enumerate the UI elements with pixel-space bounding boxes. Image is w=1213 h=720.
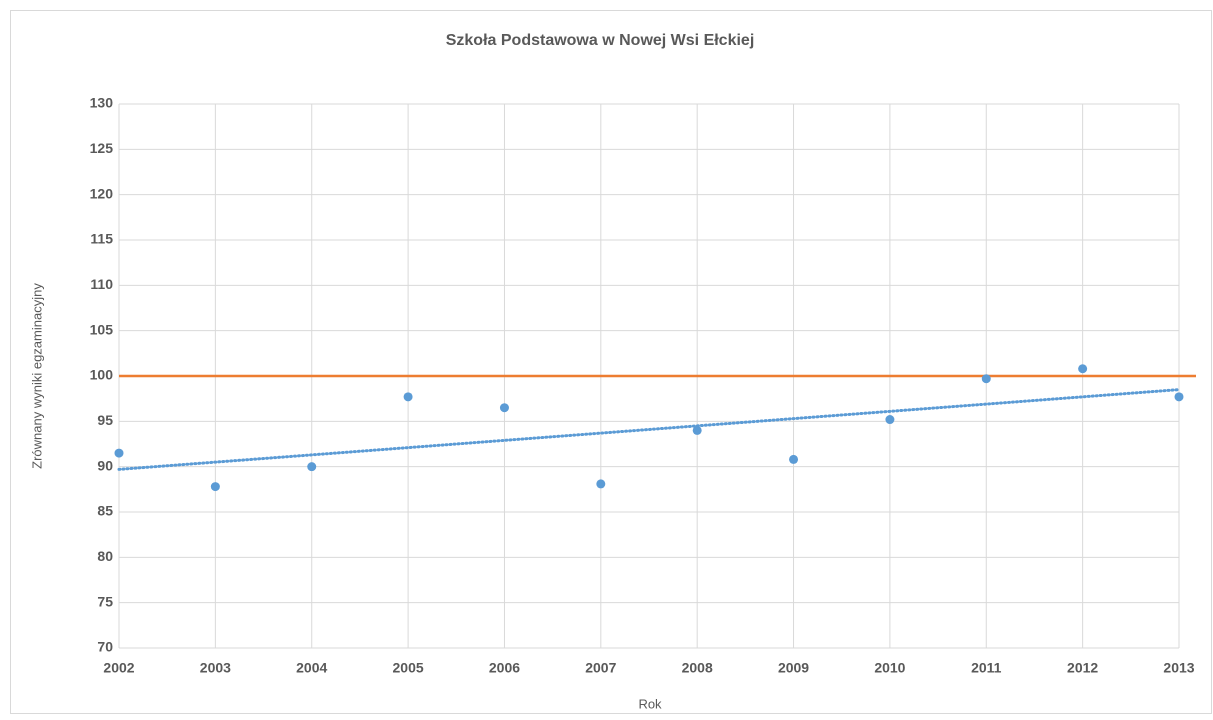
x-tick-label: 2009 (778, 660, 809, 676)
y-tick-label: 105 (90, 321, 114, 337)
y-tick-label: 115 (90, 231, 113, 247)
y-tick-label: 95 (97, 412, 113, 428)
x-tick-label: 2011 (971, 660, 1002, 676)
x-tick-label: 2007 (585, 660, 616, 676)
x-tick-label: 2008 (682, 660, 713, 676)
y-tick-label: 125 (90, 140, 114, 156)
point (499, 403, 509, 413)
x-tick-label: 2012 (1067, 660, 1098, 676)
y-tick-label: 70 (97, 639, 113, 655)
x-tick-label: 2010 (874, 660, 905, 676)
x-tick-label: 2005 (393, 660, 424, 676)
x-tick-label: 2006 (489, 660, 520, 676)
chart-title: Szkoła Podstawowa w Nowej Wsi Ełckiej (446, 32, 755, 49)
y-tick-label: 90 (97, 457, 113, 473)
x-axis-label: Rok (638, 696, 662, 711)
y-axis-label: Zrównany wyniki egzaminacyjny (29, 283, 44, 469)
x-tick-label: 2013 (1163, 660, 1194, 676)
point (1078, 364, 1088, 374)
chart-frame (10, 10, 1212, 714)
y-tick-label: 130 (90, 95, 114, 111)
point (981, 374, 991, 384)
point (210, 482, 220, 492)
y-tick-label: 75 (97, 593, 113, 609)
point (596, 479, 606, 489)
y-tick-label: 100 (90, 367, 114, 383)
trend-line (117, 388, 1181, 471)
point (114, 448, 124, 458)
point (692, 425, 702, 435)
x-tick-label: 2004 (296, 660, 327, 676)
y-tick-label: 120 (90, 185, 114, 201)
point (789, 454, 799, 464)
point (307, 462, 317, 472)
y-tick-label: 80 (97, 548, 113, 564)
y-tick-label: 85 (97, 503, 113, 519)
y-tick-label: 110 (90, 276, 113, 292)
x-tick-label: 2002 (103, 660, 134, 676)
x-tick-label: 2003 (200, 660, 231, 676)
point (403, 392, 413, 402)
point (885, 415, 895, 425)
point (1174, 392, 1184, 402)
